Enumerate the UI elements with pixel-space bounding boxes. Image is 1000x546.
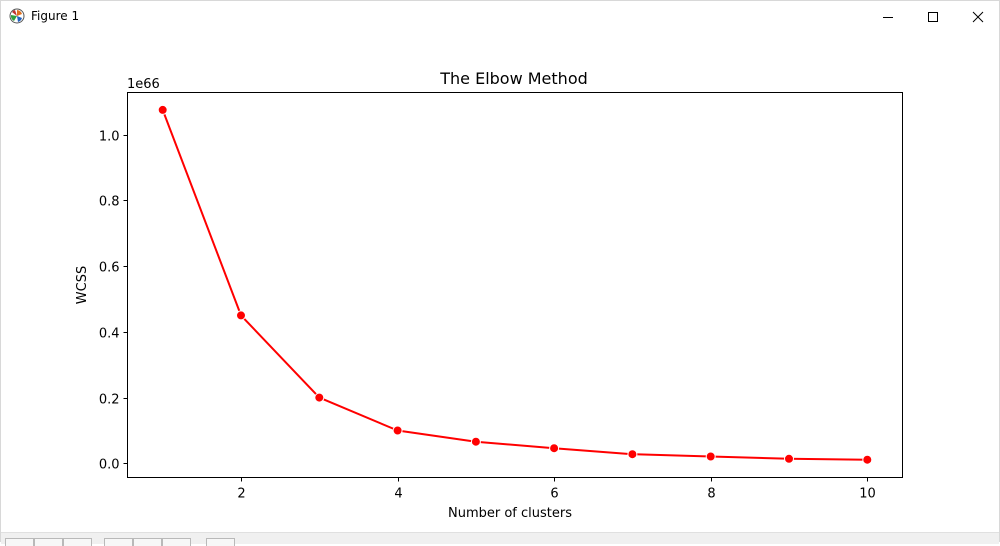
close-icon: [972, 11, 984, 23]
matplotlib-icon: [9, 8, 25, 24]
data-point: [549, 443, 560, 454]
y-tick-label: 0.6: [99, 261, 120, 276]
data-point: [470, 436, 481, 447]
y-tick-label: 1.0: [99, 130, 120, 145]
back-icon[interactable]: [34, 538, 63, 546]
x-axis: 2 4 6 8 10: [237, 477, 876, 502]
window-title: Figure 1: [31, 9, 80, 23]
y-tick-label: 0.2: [99, 393, 120, 408]
x-tick-label: 10: [859, 487, 876, 502]
save-icon[interactable]: [206, 538, 235, 546]
data-point: [392, 425, 403, 436]
minimize-icon: [882, 11, 894, 23]
data-point: [236, 310, 246, 321]
x-tick-label: 2: [237, 487, 245, 502]
home-icon[interactable]: [5, 538, 34, 546]
series-wcss: [157, 104, 873, 465]
pan-icon[interactable]: [104, 538, 133, 546]
close-button[interactable]: [955, 1, 1000, 32]
navigation-toolbar: [1, 532, 999, 546]
maximize-button[interactable]: [910, 1, 956, 32]
configure-icon[interactable]: [162, 538, 191, 546]
y-axis-label: WCSS: [75, 266, 90, 304]
x-tick-label: 8: [707, 487, 715, 502]
x-axis-label: Number of clusters: [448, 506, 572, 521]
zoom-icon[interactable]: [133, 538, 162, 546]
y-axis: 0.0 0.2 0.4 0.6 0.8 1.0: [99, 130, 128, 473]
data-point: [157, 104, 168, 115]
data-point: [314, 392, 325, 403]
y-tick-label: 0.4: [99, 327, 120, 342]
y-tick-label: 0.8: [99, 195, 120, 210]
data-point: [862, 454, 873, 465]
data-point: [705, 451, 716, 462]
x-tick-label: 6: [550, 487, 558, 502]
forward-icon[interactable]: [63, 538, 92, 546]
series-line: [161, 109, 868, 461]
data-point: [784, 453, 794, 464]
x-tick-label: 4: [394, 487, 402, 502]
title-bar: Figure 1: [1, 1, 999, 32]
maximize-icon: [927, 11, 939, 23]
data-point: [627, 449, 638, 460]
chart-title: The Elbow Method: [439, 69, 588, 88]
axes-frame: [127, 92, 903, 478]
y-offset-label: 1e66: [127, 77, 160, 92]
minimize-button[interactable]: [865, 1, 911, 32]
plot-canvas: 2 4 6 8 10 0.0 0.2 0.4 0.6 0.8 1.0 The Elbow Meth…: [75, 69, 903, 521]
y-tick-label: 0.0: [99, 458, 120, 473]
